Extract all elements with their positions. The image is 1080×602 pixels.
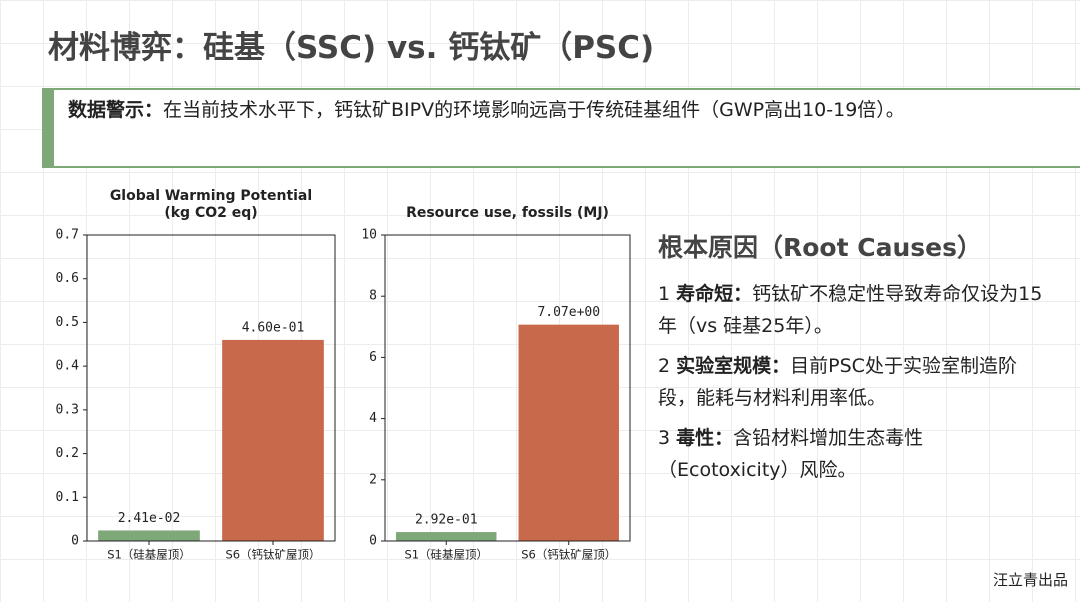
item-text: 含铅材料增加生态毒性（Ecotoxicity）风险。 [658, 427, 924, 481]
y-tick-label: 0 [369, 534, 377, 549]
y-tick-label: 8 [369, 289, 377, 304]
bar [98, 530, 200, 541]
item-text: 钙钛矿不稳定性导致寿命仅设为15年（vs 硅基25年）。 [658, 283, 1043, 337]
y-tick-label: 2 [369, 472, 377, 487]
bar [222, 339, 324, 541]
callout: 数据警示：在当前技术水平下，钙钛矿BIPV的环境影响远高于传统硅基组件（GWP高… [42, 88, 1080, 168]
bar [396, 532, 497, 541]
item-number: 2 [658, 355, 671, 377]
x-tick-label: S6（钙钛矿屋顶） [225, 548, 320, 562]
y-tick-label: 4 [369, 411, 377, 426]
item-number: 3 [658, 427, 671, 449]
plot-frame [384, 234, 631, 542]
y-tick-label: 0.2 [56, 446, 79, 461]
value-label: 7.07e+00 [537, 305, 600, 320]
root-causes: 根本原因（Root Causes） 1 寿命短：钙钛矿不稳定性导致寿命仅设为15… [658, 228, 1048, 494]
root-cause: 3 毒性：含铅材料增加生态毒性（Ecotoxicity）风险。 [658, 422, 1048, 486]
bar [518, 324, 619, 541]
y-tick-label: 0.3 [56, 402, 79, 417]
root-causes-heading: 根本原因（Root Causes） [658, 233, 982, 262]
y-tick-label: 6 [369, 350, 377, 365]
value-label: 2.92e-01 [415, 513, 478, 528]
charts: Global Warming Potential (kg CO2 eq) 0 0.1 0… [56, 188, 631, 562]
item-number: 1 [658, 283, 671, 305]
item-label: 实验室规模： [676, 355, 791, 377]
slide-title: 材料博弈：硅基（SSC) vs. 钙钛矿（PSC) [48, 30, 655, 66]
callout-label: 数据警示： [68, 99, 164, 121]
root-cause: 2 实验室规模：目前PSC处于实验室制造阶段，能耗与材料利用率低。 [658, 350, 1048, 414]
y-tick-label: 0.1 [56, 490, 79, 505]
item-label: 毒性： [676, 427, 734, 449]
chart-title: Global Warming Potential (kg CO2 eq) [110, 188, 312, 221]
plot-frame [86, 234, 336, 542]
value-label: 2.41e-02 [118, 511, 181, 526]
item-label: 寿命短： [676, 283, 753, 305]
x-tick-label: S1（硅基屋顶） [107, 548, 191, 562]
chart-title: Resource use, fossils (MJ) [406, 205, 609, 221]
y-tick-label: 0 [71, 534, 79, 549]
root-cause: 1 寿命短：钙钛矿不稳定性导致寿命仅设为15年（vs 硅基25年）。 [658, 278, 1048, 342]
callout-text: 在当前技术水平下，钙钛矿BIPV的环境影响远高于传统硅基组件（GWP高出10-1… [163, 99, 905, 121]
value-label: 4.60e-01 [242, 320, 305, 335]
x-tick-label: S1（硅基屋顶） [404, 548, 488, 562]
y-tick-label: 0.4 [56, 359, 80, 374]
item-text: 目前PSC处于实验室制造阶段，能耗与材料利用率低。 [658, 355, 1017, 409]
y-tick-label: 0.6 [56, 271, 79, 286]
footer: 汪立青出品 [992, 571, 1068, 589]
x-tick-label: S6（钙钛矿屋顶） [521, 548, 616, 562]
root-cause-list: 1 寿命短：钙钛矿不稳定性导致寿命仅设为15年（vs 硅基25年）。 2 实验室规… [658, 278, 1048, 486]
y-tick-label: 0.5 [56, 315, 79, 330]
y-tick-label: 0.7 [56, 228, 79, 243]
y-tick-label: 10 [361, 228, 377, 243]
